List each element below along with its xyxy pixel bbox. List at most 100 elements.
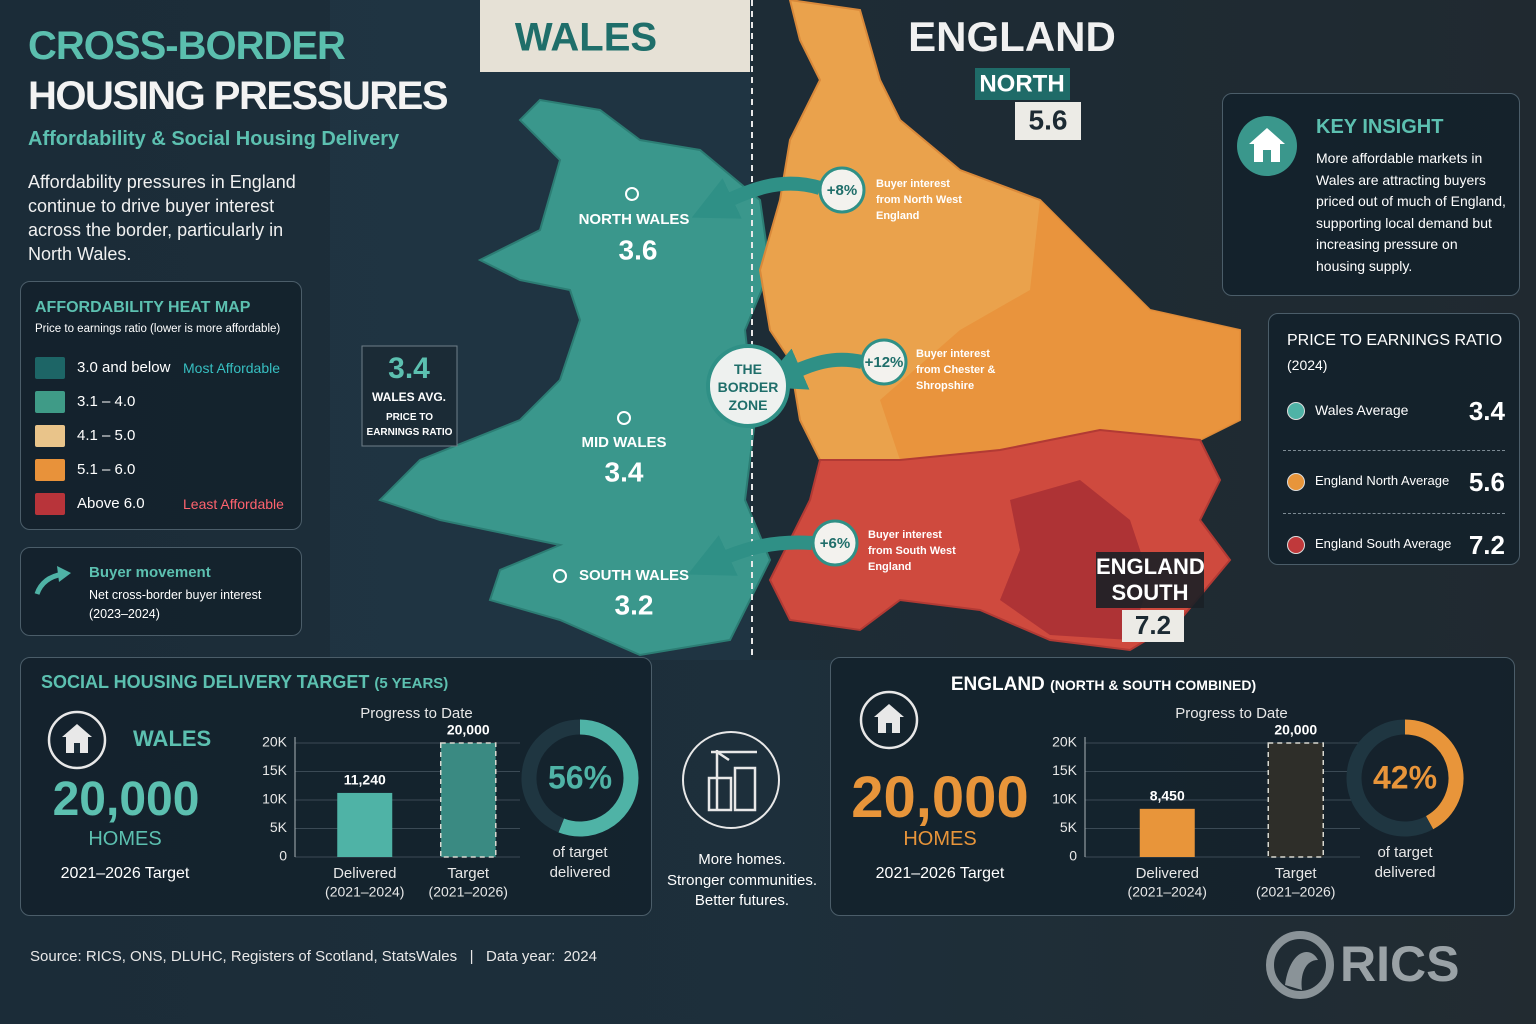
y-tick-label: 15K (1052, 762, 1078, 778)
heat-note: Least Affordable (183, 496, 284, 512)
logo-mark (1285, 952, 1318, 990)
housing-title-suffix: (5 YEARS) (374, 675, 449, 692)
pe-dot (1287, 402, 1305, 420)
heat-item: 3.0 and below Most Affordable (35, 356, 295, 390)
south-box (1096, 552, 1204, 608)
region-name: SOUTH WALES (579, 567, 689, 584)
x-tick-label: Target (447, 865, 490, 882)
insight-title: KEY INSIGHT (1316, 116, 1444, 138)
heat-item: 5.1 – 6.0 (35, 458, 295, 492)
heat-note: Most Affordable (183, 360, 281, 376)
north-value: 5.6 (1029, 104, 1068, 135)
movement-text: Net cross-border buyer interest (2023–20… (89, 588, 262, 621)
movement-icon (34, 566, 71, 595)
pin (625, 187, 639, 201)
south-value-box (1122, 610, 1184, 642)
movement-title: Buyer movement (89, 564, 211, 581)
region-value: 3.4 (605, 456, 644, 487)
south-label-wrap: ENGLAND SOUTH (1096, 554, 1204, 605)
icon-circle (682, 731, 780, 829)
wales-avg-sublabel: PRICE TO EARNINGS RATIO (366, 412, 453, 438)
north-box (975, 68, 1070, 100)
border-zone-wrap: THE BORDER ZONE (718, 361, 779, 413)
value-label: 8,450 (1150, 788, 1185, 804)
flow-text: Buyer interest from North West England (876, 178, 962, 222)
bar (1267, 742, 1324, 858)
heat-label: 3.0 and below (77, 359, 171, 376)
pe-dot (1287, 536, 1305, 554)
heat-subtitle: Price to earnings ratio (lower is more a… (35, 323, 281, 335)
wales-avg-box (361, 345, 458, 447)
footer: Source: RICS, ONS, DLUHC, Registers of S… (30, 948, 597, 965)
donut-label: 42% (1373, 759, 1437, 795)
flow-text: Buyer interest from South West England (868, 529, 956, 573)
flow-badge (818, 166, 866, 214)
wales-progress-donut: 56% of target delivered (521, 719, 639, 881)
icon-door (886, 723, 892, 733)
y-tick-label: 15K (262, 762, 288, 778)
heat-swatch (35, 493, 65, 515)
england-title-wrap: ENGLAND (NORTH & SOUTH COMBINED) (831, 674, 1376, 696)
x-tick-note: (2021–2026) (429, 884, 508, 900)
heat-item: 4.1 – 5.0 (35, 424, 295, 458)
tagline: More homes. Stronger communities. Better f… (652, 850, 832, 912)
icon-circle (47, 710, 107, 770)
south-value: 7.2 (1135, 610, 1171, 640)
pe-name: England South Average (1315, 536, 1452, 551)
england-label: ENGLAND (908, 13, 1116, 60)
x-tick-label: Target (1275, 865, 1318, 882)
y-tick-label: 20K (1052, 734, 1078, 750)
donut-label: 56% (548, 759, 612, 795)
pe-items: Wales Average 3.4 England North Average 5.6… (1283, 388, 1505, 576)
pe-item: England South Average 7.2 (1283, 513, 1505, 576)
donut-segment (1404, 719, 1464, 830)
heat-swatch (35, 357, 65, 379)
flow-badge (860, 338, 908, 386)
value-label: 20,000 (1274, 722, 1317, 738)
donut-segment (1346, 719, 1434, 837)
house-icon (47, 710, 107, 770)
pe-item: Wales Average 3.4 (1283, 388, 1505, 450)
wales-label-box (480, 0, 750, 72)
y-tick-label: 0 (1069, 848, 1077, 864)
flow-text-wrap: Buyer interest from South West England (868, 529, 956, 573)
heat-title: AFFORDABILITY HEAT MAP (35, 299, 251, 316)
pin (617, 411, 631, 425)
south-label: ENGLAND SOUTH (1096, 554, 1204, 605)
x-tick-label: Delivered (333, 865, 396, 882)
logo-ring (1266, 931, 1334, 999)
heat-label: 4.1 – 5.0 (77, 427, 136, 444)
x-tick-note: (2021–2026) (1256, 884, 1335, 900)
heat-swatch (35, 425, 65, 447)
donut-caption: delivered (550, 864, 611, 881)
heat-items: 3.0 and below Most Affordable 3.1 – 4.0 4.1… (35, 356, 295, 526)
wales-unit: HOMES (88, 828, 162, 850)
y-tick-label: 0 (279, 848, 287, 864)
flow-arrow (759, 348, 864, 390)
y-tick-label: 20K (262, 734, 288, 750)
y-tick-label: 10K (262, 791, 288, 807)
bar (440, 742, 497, 858)
subtitle: Affordability & Social Housing Delivery (28, 128, 400, 150)
housing-title: SOCIAL HOUSING DELIVERY TARGET (41, 672, 370, 692)
chart-title: Progress to Date (1175, 705, 1288, 722)
england-period: 2021–2026 Target (875, 865, 1005, 882)
pe-name: England North Average (1315, 473, 1450, 488)
north-value-box (1015, 102, 1081, 140)
logo-text: RICS (1340, 936, 1459, 992)
flow-1: +12% Buyer interest from Chester & Shrop… (860, 338, 995, 392)
donut-segment (558, 719, 639, 837)
donut-caption: delivered (1375, 864, 1436, 881)
flow-2: +6% Buyer interest from South West Engla… (811, 519, 956, 573)
y-tick-label: 5K (1060, 819, 1078, 835)
pe-dot (1287, 473, 1305, 491)
data-year: Data year: 2024 (486, 948, 597, 965)
flow-badge (811, 519, 859, 567)
england-progress-chart: Progress to Date 0 5K 10K 15K 20K 8,450 Deliver… (1052, 705, 1360, 900)
pe-item: England North Average 5.6 (1283, 450, 1505, 513)
heat-item: 3.1 – 4.0 (35, 390, 295, 424)
construction-icon (682, 731, 780, 829)
intro: Affordability pressures in England conti… (28, 172, 296, 264)
tagline-line: Better futures. (694, 892, 790, 909)
england-progress-donut: 42% of target delivered (1346, 719, 1464, 881)
